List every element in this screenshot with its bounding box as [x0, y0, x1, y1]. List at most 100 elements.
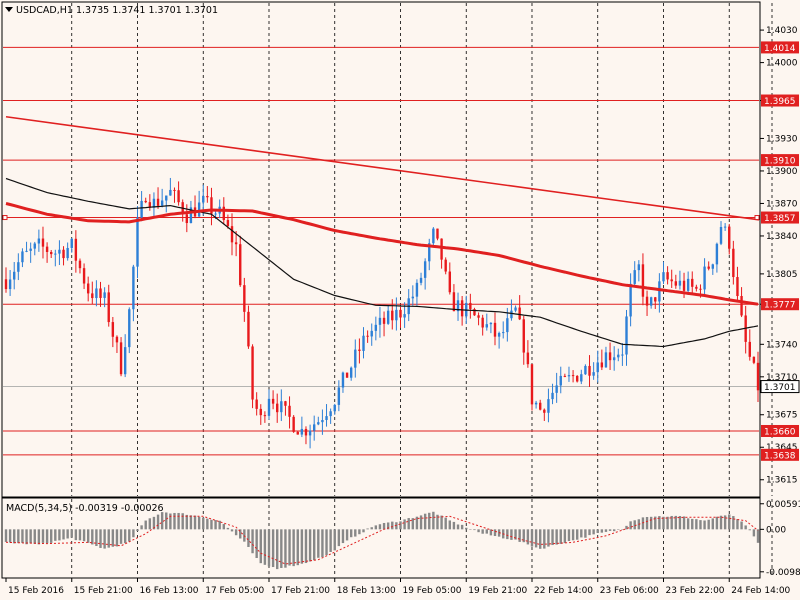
macd-bar — [571, 529, 575, 541]
candle-body — [45, 246, 49, 252]
level-tag-label: 1.3638 — [764, 451, 796, 461]
level-tag-label: 1.3965 — [764, 97, 796, 107]
candles — [4, 177, 760, 449]
candle-body — [502, 332, 505, 334]
horizontal-levels — [3, 46, 759, 456]
candle-body — [662, 272, 665, 282]
candle-body — [592, 372, 595, 376]
collapse-arrow-icon[interactable] — [5, 7, 13, 12]
macd-bar — [407, 518, 410, 530]
macd-bar — [111, 529, 115, 547]
macd-bar — [604, 529, 608, 532]
macd-bar — [78, 529, 82, 541]
macd-bar — [152, 516, 156, 530]
candle-body — [86, 283, 90, 294]
macd-bar — [555, 529, 558, 545]
level-tag — [761, 211, 799, 224]
ma-red-line — [5, 202, 759, 306]
macd-bar — [193, 515, 197, 530]
macd-bar — [682, 516, 686, 530]
macd-bar — [362, 529, 365, 533]
macd-bar — [300, 529, 304, 564]
macd-bar — [707, 519, 710, 530]
price-tick-label: 1.3645 — [766, 443, 798, 453]
macd-bar — [621, 529, 624, 530]
macd-bar — [732, 516, 735, 530]
candle-body — [136, 217, 139, 267]
candle-body — [165, 195, 168, 201]
candle-body — [317, 422, 320, 425]
macd-bar — [444, 517, 447, 530]
macd-bar — [723, 515, 727, 530]
candle-body — [41, 238, 45, 247]
candle-body — [325, 416, 328, 420]
candle-body — [600, 362, 604, 368]
macd-bar — [86, 529, 90, 543]
candle-body — [473, 309, 476, 316]
macd-bar — [415, 516, 419, 530]
trendline-group — [2, 115, 760, 221]
price-axis: 1.4030 1.4000 1.3965 1.3930 1.3900 1.3870 1.38… — [760, 26, 800, 578]
ma-black-line — [5, 177, 759, 348]
candle-body — [8, 279, 12, 290]
level-tag — [761, 448, 799, 461]
candle-body — [239, 244, 242, 286]
macd-bar — [91, 529, 94, 545]
candle-body — [345, 372, 349, 378]
candle-body — [522, 319, 525, 353]
candle-body — [481, 317, 484, 328]
candle-body — [99, 288, 102, 298]
candle-body — [312, 424, 316, 431]
candle-body — [29, 248, 32, 251]
candle-body — [555, 385, 558, 393]
candle-body — [115, 336, 119, 343]
candle-body — [489, 322, 493, 325]
candle-body — [723, 226, 727, 228]
candle-body — [695, 286, 698, 289]
macd-bar — [399, 521, 402, 530]
candle-body — [33, 243, 36, 249]
macd-bar — [263, 529, 267, 565]
macd-bar — [391, 521, 394, 530]
macd-bar — [354, 529, 357, 537]
macd-bar — [670, 515, 673, 530]
candle-body — [107, 292, 110, 323]
macd-bar — [345, 529, 349, 541]
macd-bar — [510, 529, 513, 540]
macd-bar — [276, 529, 279, 570]
macd-bar — [728, 514, 731, 530]
candle-body — [62, 249, 65, 259]
candle-body — [707, 266, 710, 269]
macd-bar — [481, 529, 484, 534]
candle-body — [226, 220, 230, 227]
candle-body — [362, 335, 365, 351]
macd-header: MACD(5,34,5) -0.00319 -0.00026 — [6, 503, 164, 514]
level-tag-label: 1.3857 — [764, 214, 796, 224]
macd-bar — [711, 518, 714, 530]
candle-body — [349, 367, 353, 378]
macd-bar — [222, 524, 225, 530]
macd-bar — [530, 529, 534, 547]
macd-bar — [386, 522, 390, 530]
candle-body — [711, 264, 714, 269]
macd-bar — [82, 529, 86, 542]
macd-bar — [473, 529, 476, 531]
candle-body — [247, 311, 250, 347]
candle-body — [197, 202, 201, 217]
candle-body — [448, 271, 452, 293]
candle-body — [382, 317, 386, 324]
time-label: 24 Feb 14:00 — [731, 586, 790, 596]
macd-bar — [62, 529, 65, 540]
candle-body — [13, 271, 16, 280]
candle-body — [625, 316, 628, 355]
candle-body — [206, 195, 209, 198]
macd-bar — [485, 529, 488, 534]
candle-body — [103, 292, 106, 298]
candle-body — [691, 278, 694, 287]
macd-bar — [411, 518, 415, 530]
candle-body — [682, 280, 686, 291]
time-label: 17 Feb 21:00 — [271, 586, 330, 596]
candle-body — [267, 398, 271, 416]
level-tag — [761, 41, 799, 54]
